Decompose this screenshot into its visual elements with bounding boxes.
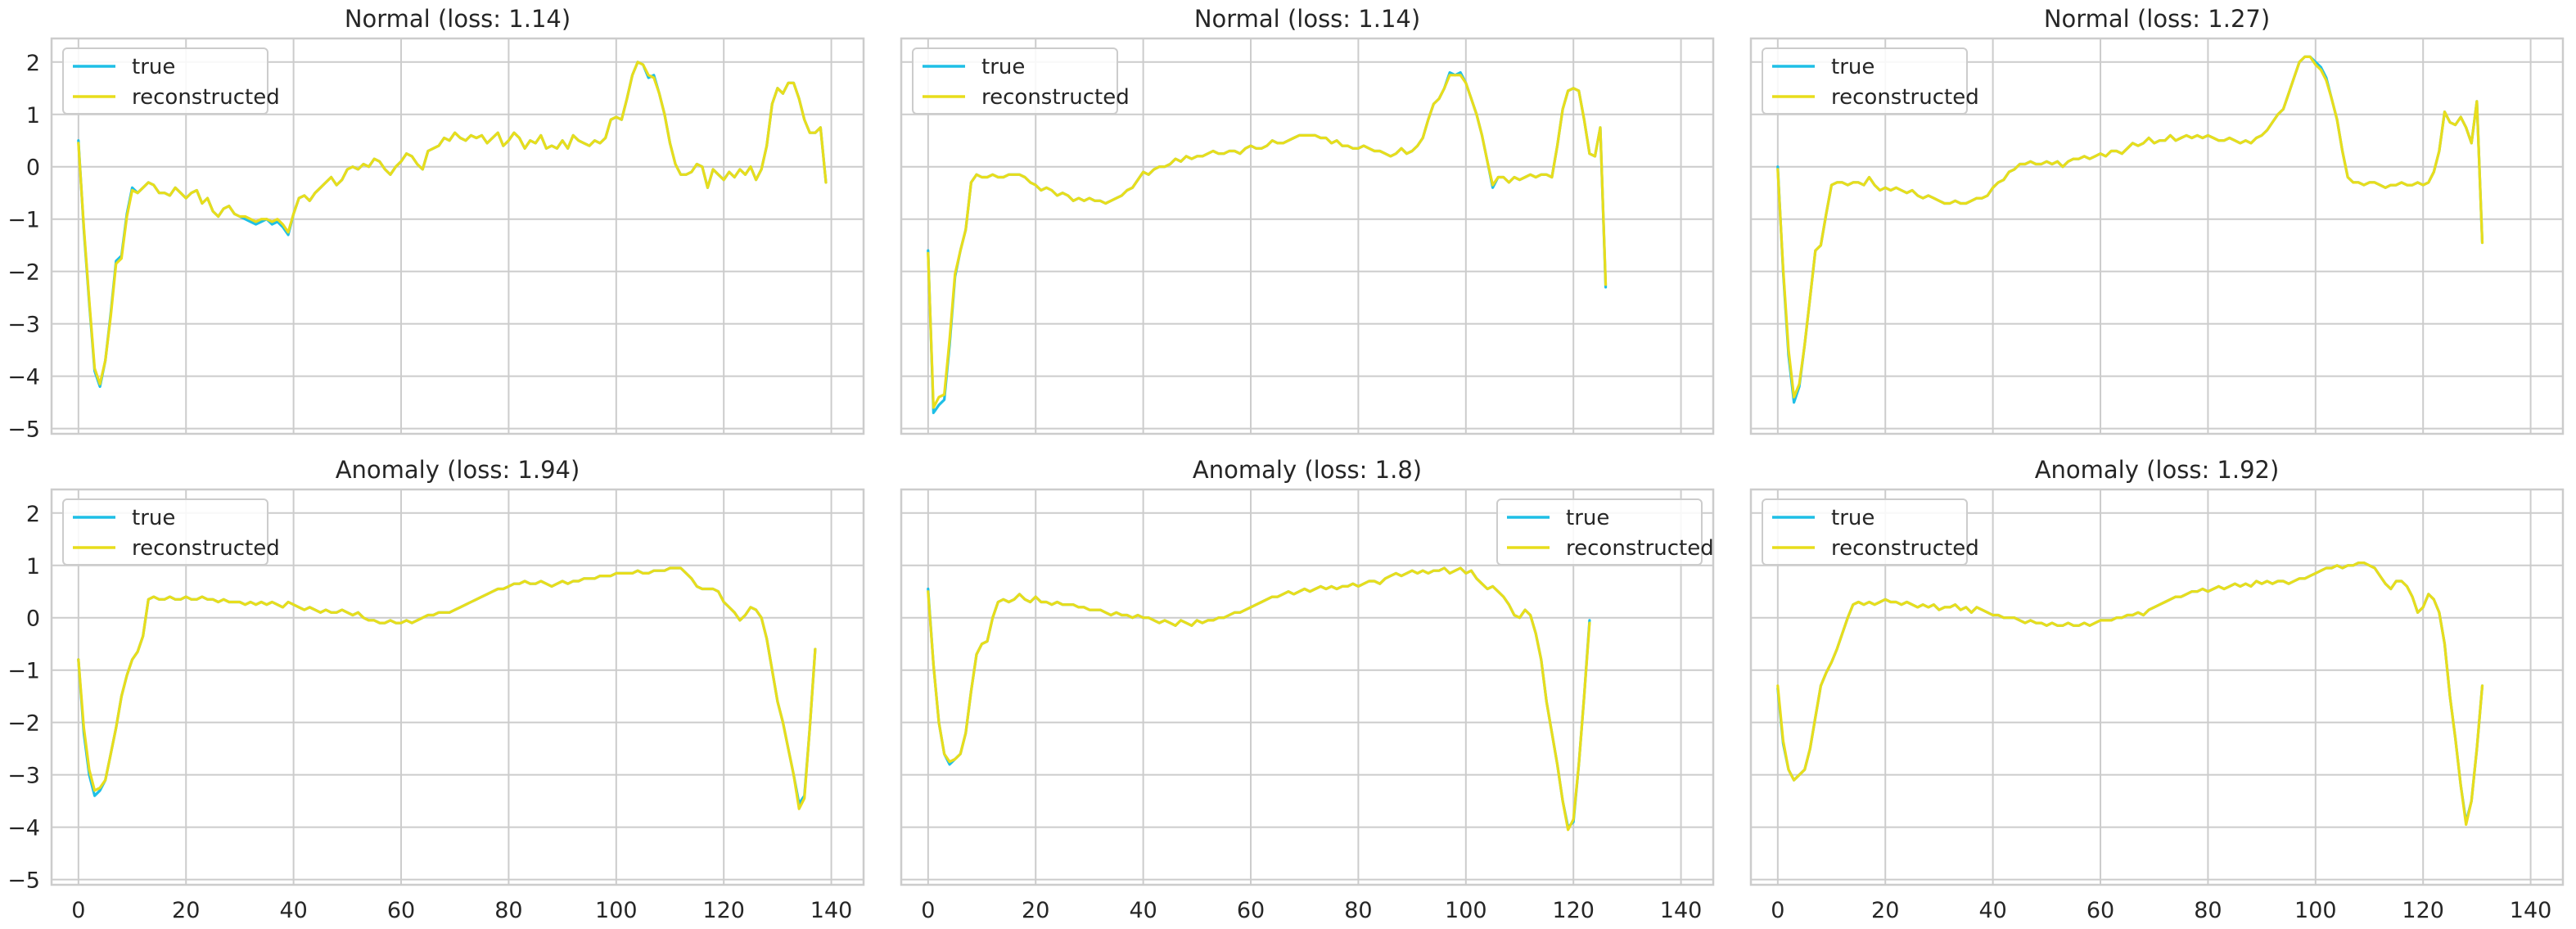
x-tick-label: 20 [1022,898,1049,923]
legend-label: true [1831,506,1874,530]
x-tick-label: 80 [1344,898,1372,923]
subplot-title: Anomaly (loss: 1.92) [2035,456,2280,484]
series-line-reconstructed [1776,55,2484,399]
legend: true reconstructed [1762,498,1979,566]
subplot-3: Normal (loss: 1.27) true reconstructed [1749,5,2565,435]
legend-label: reconstructed [1831,536,1979,561]
legend-label: true [1566,506,1609,530]
legend: true reconstructed [1496,498,1714,566]
legend: true reconstructed [62,47,280,115]
y-tick-label: −5 [7,417,40,443]
x-tick-label: 100 [1445,898,1487,923]
y-tick-label: −4 [7,816,40,841]
legend: true reconstructed [62,498,280,566]
legend-label: true [132,506,175,530]
y-tick-label: 2 [26,502,40,527]
subplot-title: Normal (loss: 1.14) [345,5,571,33]
y-tick-label: 0 [26,607,40,632]
y-tick-label: −3 [7,313,40,338]
legend-label: reconstructed [1566,536,1714,561]
legend: true reconstructed [912,47,1130,115]
y-tick-label: −2 [7,260,40,286]
series-line-reconstructed [1776,561,2484,827]
subplot-5: 0 20 40 60 80 100 120 140 Anomaly (loss: 1.8) tru… [900,456,1715,923]
subplot-6: 0 20 40 60 80 100 120 140 Anomaly (loss: 1.92) tr… [1749,456,2565,923]
legend-label: true [132,55,175,79]
x-tick-label: 40 [1978,898,2006,923]
x-tick-label: 0 [921,898,935,923]
y-tick-label: −1 [7,208,40,233]
x-tick-label: 140 [1660,898,1703,923]
legend: true reconstructed [1762,47,1979,115]
x-tick-label: 0 [1771,898,1784,923]
x-tick-label: 100 [595,898,638,923]
series-line-reconstructed [77,566,817,810]
x-tick-label: 120 [1552,898,1595,923]
y-tick-label: −1 [7,659,40,684]
x-tick-label: 80 [494,898,522,923]
x-tick-label: 140 [2510,898,2552,923]
y-tick-label: −3 [7,764,40,789]
legend-label: reconstructed [981,85,1130,110]
series-line-reconstructed [927,566,1591,832]
y-tick-label: 1 [26,103,40,129]
y-tick-label: −4 [7,365,40,390]
y-tick-label: 2 [26,51,40,76]
subplot-title: Anomaly (loss: 1.94) [336,456,580,484]
x-tick-label: 120 [2402,898,2444,923]
x-tick-label: 60 [2087,898,2114,923]
subplot-title: Normal (loss: 1.14) [1194,5,1420,33]
x-tick-label: 0 [71,898,85,923]
legend-label: true [1831,55,1874,79]
x-tick-label: 100 [2294,898,2337,923]
x-tick-label: 60 [1237,898,1265,923]
x-tick-label: 40 [279,898,307,923]
y-tick-label: −5 [7,868,40,894]
subplot-2: Normal (loss: 1.14) true reconstructed [900,5,1715,435]
subplot-1: 2 1 0 −1 −2 −3 −4 −5 Normal (loss: 1.14) true reco… [7,5,865,443]
y-tick-label: −2 [7,711,40,737]
y-tick-label: 0 [26,156,40,181]
series-line-reconstructed [77,61,828,386]
series-line-reconstructed [927,74,1608,409]
x-tick-label: 40 [1129,898,1157,923]
x-tick-label: 20 [172,898,200,923]
legend-label: reconstructed [132,85,280,110]
subplot-title: Anomaly (loss: 1.8) [1193,456,1422,484]
legend-label: reconstructed [1831,85,1979,110]
x-tick-label: 140 [810,898,853,923]
x-tick-label: 80 [2194,898,2222,923]
x-tick-label: 120 [702,898,745,923]
x-tick-label: 20 [1871,898,1899,923]
x-tick-label: 60 [387,898,415,923]
subplot-title: Normal (loss: 1.27) [2044,5,2270,33]
legend-label: true [981,55,1025,79]
subplot-4: 2 1 0 −1 −2 −3 −4 −5 0 20 40 60 80 100 120 140 Anomaly (… [7,456,865,923]
legend-label: reconstructed [132,536,280,561]
y-tick-label: 1 [26,554,40,579]
